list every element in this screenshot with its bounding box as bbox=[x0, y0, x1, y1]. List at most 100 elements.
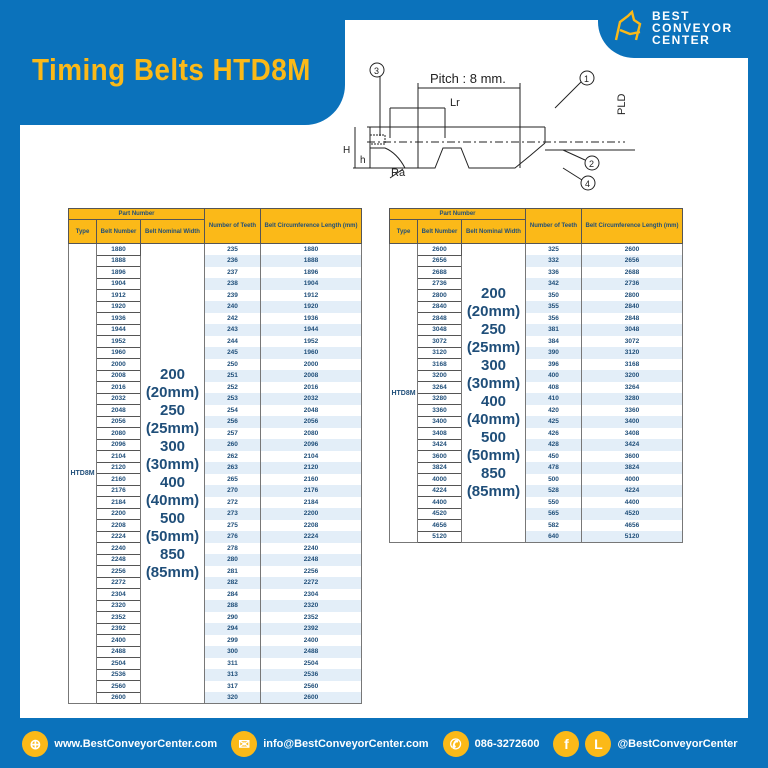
belt-number-cell: 4000 bbox=[417, 473, 462, 486]
svg-text:h: h bbox=[360, 155, 366, 166]
belt-number-cell: 2352 bbox=[96, 611, 141, 624]
teeth-cell: 282 bbox=[204, 577, 261, 589]
title-banner bbox=[0, 0, 345, 125]
belt-number-cell: 2080 bbox=[96, 427, 141, 440]
width-label: 500 bbox=[159, 509, 186, 527]
phone-link[interactable]: 086-3272600 bbox=[474, 738, 540, 750]
circumference-cell: 2032 bbox=[260, 393, 362, 405]
teeth-cell: 273 bbox=[204, 508, 261, 520]
line-icon[interactable]: L bbox=[585, 731, 612, 757]
circumference-cell: 3824 bbox=[581, 462, 683, 474]
table-row: 1912 239 1912 bbox=[69, 289, 362, 302]
mail-icon: ✉ bbox=[231, 731, 258, 757]
width-label: 300 bbox=[159, 437, 186, 455]
facebook-icon[interactable]: f bbox=[553, 731, 580, 757]
teeth-cell: 236 bbox=[204, 255, 261, 267]
svg-text:PLD: PLD bbox=[616, 94, 628, 115]
table-row: 4656 582 4656 bbox=[390, 519, 683, 532]
teeth-cell: 250 bbox=[204, 358, 261, 370]
teeth-cell: 239 bbox=[204, 289, 261, 301]
width-label: 300 bbox=[480, 357, 507, 374]
belt-number-cell: 2120 bbox=[96, 461, 141, 474]
circumference-cell: 2008 bbox=[260, 370, 362, 382]
table-row: 2200 273 2200 bbox=[69, 507, 362, 520]
circumference-cell: 1944 bbox=[260, 324, 362, 336]
circumference-cell: 2688 bbox=[581, 266, 683, 278]
belt-number-cell: 1960 bbox=[96, 346, 141, 359]
table-row: 1888 236 1888 bbox=[69, 254, 362, 267]
table-row: 2208 275 2208 bbox=[69, 519, 362, 532]
circumference-cell: 3048 bbox=[581, 324, 683, 336]
table-row: 4520 565 4520 bbox=[390, 507, 683, 520]
header-part-number: Part Number bbox=[68, 208, 205, 220]
svg-text:1: 1 bbox=[584, 74, 589, 84]
circumference-cell: 2656 bbox=[581, 255, 683, 267]
circumference-cell: 2488 bbox=[260, 646, 362, 658]
circumference-cell: 2016 bbox=[260, 381, 362, 393]
circumference-cell: 2400 bbox=[260, 634, 362, 646]
teeth-cell: 290 bbox=[204, 611, 261, 623]
social-handle[interactable]: @BestConveyorCenter bbox=[617, 738, 738, 750]
teeth-cell: 428 bbox=[525, 439, 582, 451]
belt-number-cell: 2304 bbox=[96, 588, 141, 601]
circumference-cell: 2736 bbox=[581, 278, 683, 290]
email-link[interactable]: info@BestConveyorCenter.com bbox=[263, 738, 429, 750]
circumference-cell: 1960 bbox=[260, 347, 362, 359]
table-row: 2104 262 2104 bbox=[69, 450, 362, 463]
teeth-cell: 640 bbox=[525, 531, 582, 543]
table-row: 1920 240 1920 bbox=[69, 300, 362, 313]
table-row: 2736 342 2736 bbox=[390, 277, 683, 290]
width-label: (50mm) bbox=[145, 527, 200, 545]
table-row: 2392 294 2392 bbox=[69, 622, 362, 635]
width-label: (25mm) bbox=[145, 419, 200, 437]
circumference-cell: 4000 bbox=[581, 473, 683, 485]
table-row: 2688 336 2688 bbox=[390, 266, 683, 279]
width-label: (40mm) bbox=[145, 491, 200, 509]
belt-number-cell: 2208 bbox=[96, 519, 141, 532]
teeth-cell: 350 bbox=[525, 289, 582, 301]
width-label: 200 bbox=[480, 285, 507, 302]
circumference-cell: 3360 bbox=[581, 404, 683, 416]
svg-text:H: H bbox=[343, 145, 350, 156]
belt-number-cell: 2176 bbox=[96, 484, 141, 497]
teeth-cell: 342 bbox=[525, 278, 582, 290]
belt-number-cell: 2400 bbox=[96, 634, 141, 647]
teeth-cell: 294 bbox=[204, 623, 261, 635]
belt-number-cell: 2056 bbox=[96, 415, 141, 428]
teeth-cell: 238 bbox=[204, 278, 261, 290]
circumference-cell: 2184 bbox=[260, 496, 362, 508]
circumference-cell: 2560 bbox=[260, 680, 362, 692]
teeth-cell: 565 bbox=[525, 508, 582, 520]
header-belt-number: Belt Number bbox=[96, 219, 141, 244]
teeth-cell: 280 bbox=[204, 554, 261, 566]
circumference-cell: 2160 bbox=[260, 473, 362, 485]
table-row: 3120 390 3120 bbox=[390, 346, 683, 359]
width-label: 250 bbox=[480, 321, 507, 338]
teeth-cell: 332 bbox=[525, 255, 582, 267]
teeth-cell: 275 bbox=[204, 519, 261, 531]
teeth-cell: 276 bbox=[204, 531, 261, 543]
table-row: 2176 270 2176 bbox=[69, 484, 362, 497]
table-row: 3072 384 3072 bbox=[390, 335, 683, 348]
website-link[interactable]: www.BestConveyorCenter.com bbox=[54, 738, 218, 750]
teeth-cell: 254 bbox=[204, 404, 261, 416]
belt-number-cell: 2656 bbox=[417, 254, 462, 267]
teeth-cell: 244 bbox=[204, 335, 261, 347]
circumference-cell: 2200 bbox=[260, 508, 362, 520]
belt-number-cell: 2600 bbox=[96, 691, 141, 704]
table-row: 2184 272 2184 bbox=[69, 496, 362, 509]
circumference-cell: 1904 bbox=[260, 278, 362, 290]
circumference-cell: 1912 bbox=[260, 289, 362, 301]
header-teeth: Number of Teeth bbox=[525, 208, 582, 244]
width-label: 400 bbox=[159, 473, 186, 491]
circumference-cell: 3168 bbox=[581, 358, 683, 370]
belt-number-cell: 2840 bbox=[417, 300, 462, 313]
logo-mark-icon bbox=[614, 10, 642, 41]
table-row: 1936 242 1936 bbox=[69, 312, 362, 325]
teeth-cell: 317 bbox=[204, 680, 261, 692]
circumference-cell: 1888 bbox=[260, 255, 362, 267]
table-row: 1944 243 1944 bbox=[69, 323, 362, 336]
teeth-cell: 235 bbox=[204, 243, 261, 255]
circumference-cell: 2240 bbox=[260, 542, 362, 554]
teeth-cell: 325 bbox=[525, 243, 582, 255]
